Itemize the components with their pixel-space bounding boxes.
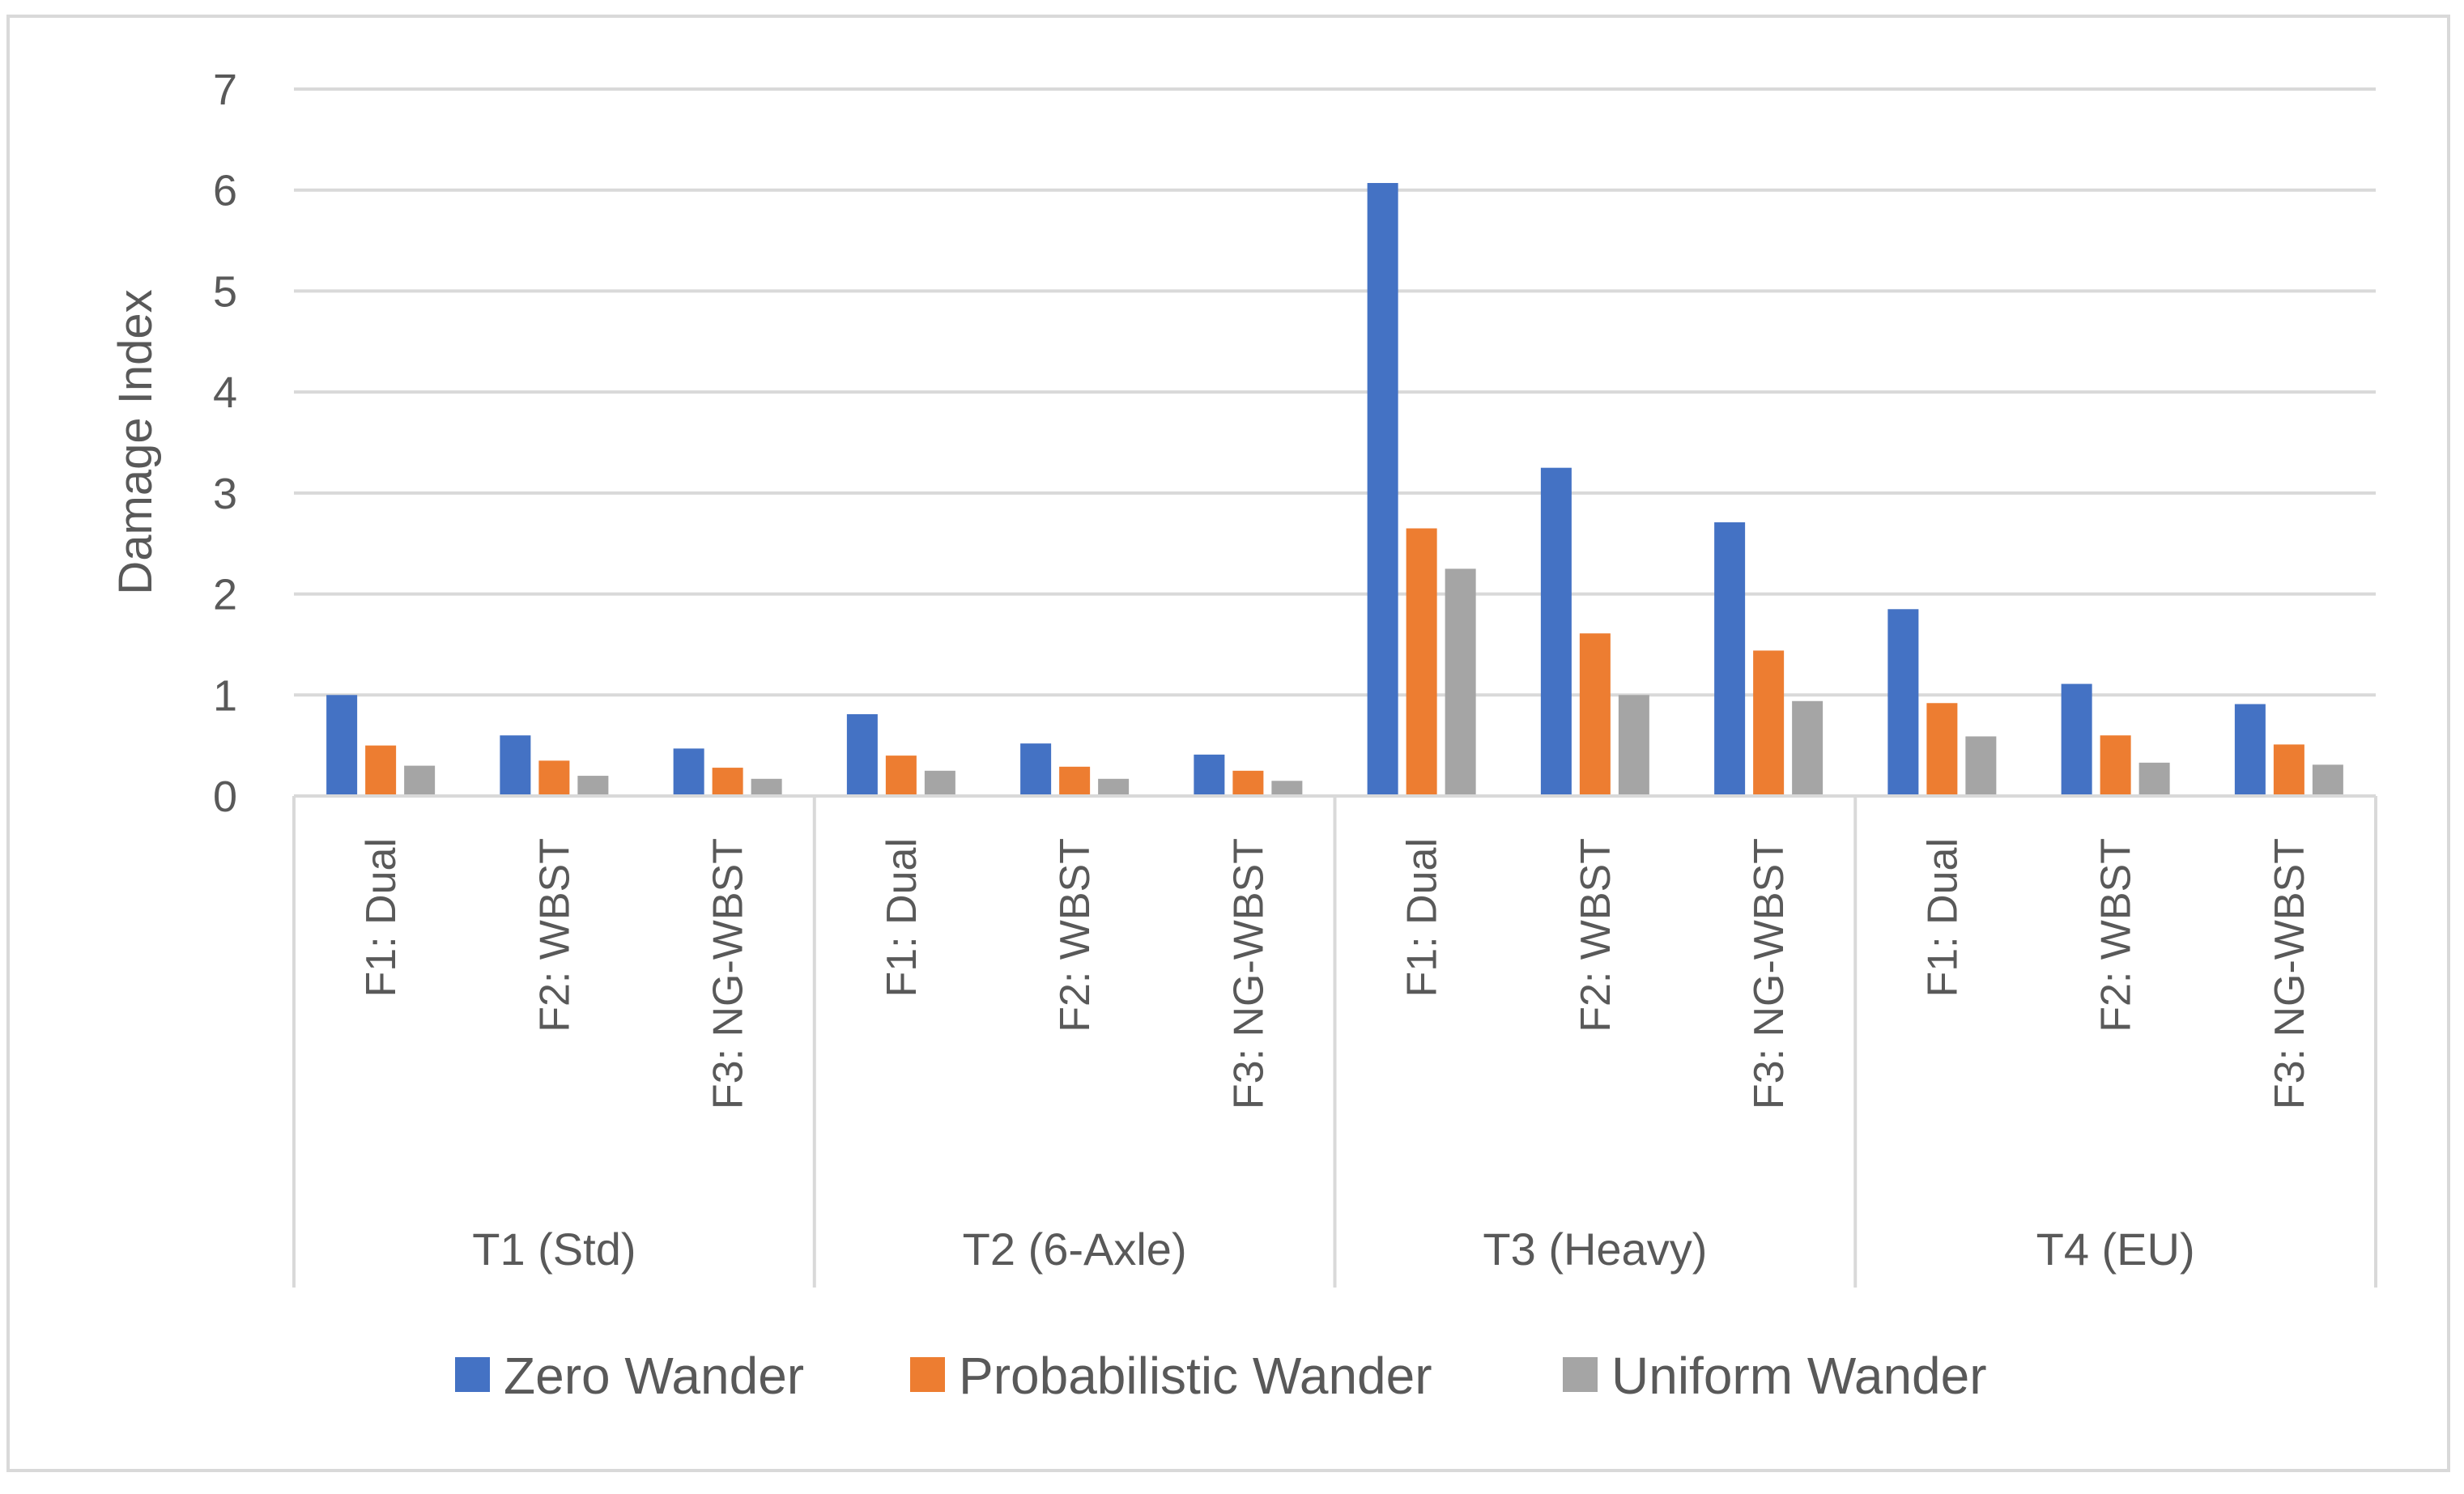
bar-uniform-wander: [2312, 764, 2343, 796]
legend-swatch: [1563, 1357, 1598, 1392]
legend-label: Probabilistic Wander: [959, 1347, 1432, 1405]
x-group-label: T3 (Heavy): [1483, 1224, 1707, 1275]
bar-uniform-wander: [1618, 695, 1649, 796]
bar-probabilistic-wander: [538, 760, 570, 796]
legend-label: Zero Wander: [504, 1347, 804, 1405]
y-tick-label: 2: [213, 571, 237, 619]
bar-zero-wander: [326, 695, 358, 796]
x-axis: F1: Dual F2: WBST F3: NG-WBST T1 (Std) F1: D…: [292, 794, 2377, 1288]
x-category-label: F2: WBST: [1052, 838, 1099, 1032]
bar-uniform-wander: [751, 778, 782, 796]
bar-zero-wander: [1367, 182, 1398, 797]
legend-swatch: [910, 1357, 945, 1392]
bar-uniform-wander: [577, 776, 609, 796]
bar-uniform-wander: [1792, 700, 1824, 796]
bar-probabilistic-wander: [712, 768, 743, 796]
bar-probabilistic-wander: [1926, 703, 1958, 796]
bar-probabilistic-wander: [2273, 744, 2304, 796]
y-tick-label: 0: [213, 773, 237, 821]
x-group-label: T2 (6-Axle): [963, 1224, 1187, 1275]
y-tick-label: 6: [213, 167, 237, 215]
bar-uniform-wander: [1098, 778, 1130, 796]
x-category-label: F2: WBST: [531, 838, 578, 1032]
x-category-label: F1: Dual: [879, 838, 926, 998]
y-tick-label: 1: [213, 671, 237, 720]
bar-zero-wander: [673, 748, 704, 796]
bar-uniform-wander: [924, 770, 955, 796]
chart-frame: [6, 15, 2450, 1472]
x-category-label: F3: NG-WBST: [2266, 838, 2313, 1109]
y-tick-label: 5: [213, 267, 237, 316]
x-category-label: F2: WBST: [1572, 838, 1619, 1032]
bar-zero-wander: [2234, 704, 2266, 796]
y-tick-label: 4: [213, 368, 237, 417]
legend-label: Uniform Wander: [1611, 1347, 1987, 1405]
bar-probabilistic-wander: [1232, 770, 1264, 796]
x-category-label: F3: NG-WBST: [1746, 838, 1793, 1109]
bar-uniform-wander: [1445, 568, 1476, 796]
bar-probabilistic-wander: [1406, 528, 1437, 796]
bar-zero-wander: [846, 713, 878, 796]
bar-zero-wander: [1714, 522, 1746, 796]
bar-uniform-wander: [1965, 736, 1997, 796]
bar-uniform-wander: [404, 765, 436, 796]
bars: [326, 182, 2343, 797]
legend: Zero Wander Probabilistic Wander Uniform W…: [455, 1347, 1987, 1405]
legend-swatch: [455, 1357, 490, 1392]
y-tick-label: 3: [213, 470, 237, 518]
bar-probabilistic-wander: [1753, 650, 1785, 796]
bar-zero-wander: [500, 735, 531, 796]
bar-probabilistic-wander: [1059, 766, 1091, 796]
bar-probabilistic-wander: [1579, 633, 1611, 796]
bar-uniform-wander: [2138, 762, 2170, 796]
bar-probabilistic-wander: [365, 745, 397, 796]
bar-zero-wander: [1020, 743, 1052, 796]
bar-probabilistic-wander: [885, 756, 917, 796]
y-axis-label: Damage Index: [109, 289, 162, 594]
bar-zero-wander: [1540, 467, 1572, 796]
bar-probabilistic-wander: [2100, 735, 2131, 796]
bar-uniform-wander: [1271, 781, 1303, 796]
y-axis-ticks: 0 1 2 3 4 5 6 7: [213, 66, 237, 821]
gridlines: [294, 87, 2376, 697]
y-tick-label: 7: [213, 66, 237, 114]
x-category-label: F2: WBST: [2093, 838, 2140, 1032]
bar-zero-wander: [1194, 754, 1225, 796]
x-category-label: F1: Dual: [1919, 838, 1966, 998]
x-category-label: F1: Dual: [358, 838, 405, 998]
x-group-label: T4 (EU): [2036, 1224, 2195, 1275]
x-category-label: F1: Dual: [1399, 838, 1446, 998]
bar-zero-wander: [1887, 609, 1919, 796]
bar-zero-wander: [2061, 683, 2092, 796]
x-category-label: F3: NG-WBST: [705, 838, 752, 1109]
x-category-label: F3: NG-WBST: [1225, 838, 1272, 1109]
x-group-label: T1 (Std): [472, 1224, 636, 1275]
